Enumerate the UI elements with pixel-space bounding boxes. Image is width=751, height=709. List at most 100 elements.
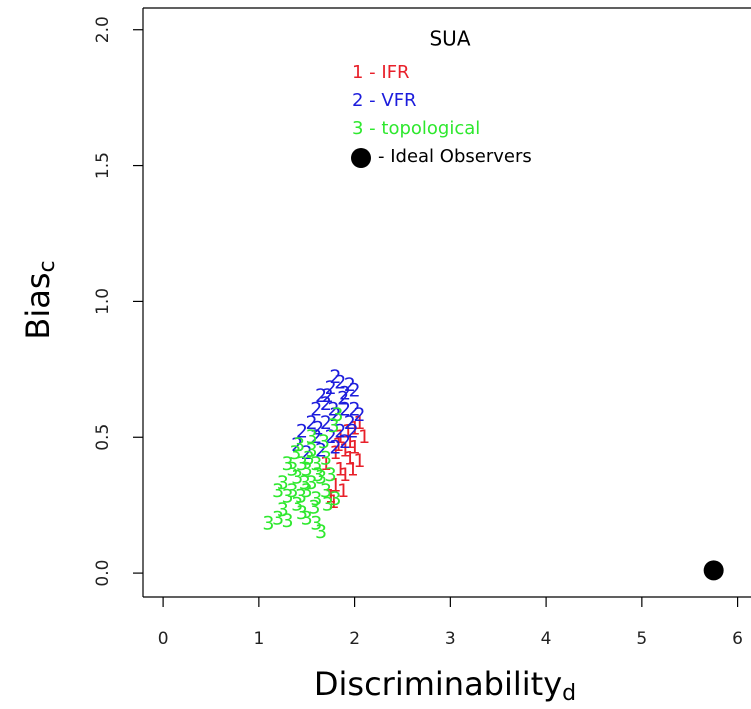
point: 2 xyxy=(310,426,322,448)
point: 3 xyxy=(293,434,305,456)
point: 1 xyxy=(349,437,361,459)
point: 1 xyxy=(339,439,351,461)
point: 3 xyxy=(315,521,327,543)
point: 3 xyxy=(331,404,343,426)
point: 3 xyxy=(308,496,320,518)
point: 3 xyxy=(301,480,313,502)
point: 3 xyxy=(282,486,294,508)
point: 1 xyxy=(342,420,354,442)
point: 3 xyxy=(282,510,294,532)
legend-label: - Ideal Observers xyxy=(378,146,532,167)
point: 1 xyxy=(337,480,349,502)
point: 2 xyxy=(296,420,308,442)
point: 3 xyxy=(305,439,317,461)
point: 1 xyxy=(344,447,356,469)
point: 2 xyxy=(339,382,351,404)
point: 1 xyxy=(334,426,346,448)
point: 2 xyxy=(334,420,346,442)
point: 1 xyxy=(344,431,356,453)
point: 2 xyxy=(344,412,356,434)
point: 3 xyxy=(310,453,322,475)
point: 2 xyxy=(325,377,337,399)
point: 3 xyxy=(286,480,298,502)
point: 2 xyxy=(327,399,339,421)
point: 2 xyxy=(301,442,313,464)
point: 2 xyxy=(337,388,349,410)
point: 3 xyxy=(295,486,307,508)
point: 3 xyxy=(320,480,332,502)
point: 2 xyxy=(347,420,359,442)
point: 3 xyxy=(315,467,327,489)
point: 1 xyxy=(353,450,365,472)
point: 2 xyxy=(334,371,346,393)
point: 1 xyxy=(327,491,339,513)
point: 2 xyxy=(329,437,341,459)
point: 1 xyxy=(347,458,359,480)
point: 2 xyxy=(291,434,303,456)
point: 1 xyxy=(325,486,337,508)
point: 3 xyxy=(296,453,308,475)
point: 3 xyxy=(296,502,308,524)
x-axis-label: Discriminabilityd xyxy=(314,665,576,706)
x-tick-label: 3 xyxy=(445,629,456,649)
legend-symbol xyxy=(351,148,371,168)
legend-label: 1 - IFR xyxy=(352,62,410,83)
point: 2 xyxy=(349,380,361,402)
point: 2 xyxy=(325,426,337,448)
y-tick-label: 1.5 xyxy=(93,152,113,179)
point: 1 xyxy=(329,442,341,464)
point: 3 xyxy=(329,488,341,510)
legend-label: 2 - VFR xyxy=(352,90,417,111)
point: 2 xyxy=(329,404,341,426)
point: 2 xyxy=(349,399,361,421)
x-tick-label: 1 xyxy=(253,629,264,649)
point: 1 xyxy=(358,426,370,448)
point: 2 xyxy=(339,431,351,453)
point: 3 xyxy=(291,467,303,489)
point: 3 xyxy=(301,458,313,480)
x-label-sub: d xyxy=(562,681,576,706)
point: 1 xyxy=(332,434,344,456)
point: 3 xyxy=(272,480,284,502)
point: 2 xyxy=(320,393,332,415)
point xyxy=(703,560,724,581)
point: 3 xyxy=(286,458,298,480)
point: 2 xyxy=(339,399,351,421)
point: 3 xyxy=(322,494,334,516)
point: 2 xyxy=(315,439,327,461)
point: 3 xyxy=(312,464,324,486)
point: 1 xyxy=(339,464,351,486)
point: 3 xyxy=(310,513,322,535)
point: 3 xyxy=(310,488,322,510)
point: 2 xyxy=(312,418,324,440)
point: 2 xyxy=(322,385,334,407)
y-axis-label: Biasc xyxy=(19,260,60,339)
point: 3 xyxy=(327,415,339,437)
point: 3 xyxy=(318,431,330,453)
y-tick-label: 1.0 xyxy=(93,288,113,315)
point: 3 xyxy=(272,507,284,529)
point: 3 xyxy=(282,453,294,475)
x-tick-label: 0 xyxy=(158,629,169,649)
point: 3 xyxy=(262,513,274,535)
y-tick-label: 0.0 xyxy=(93,560,113,587)
point: 3 xyxy=(289,442,301,464)
point: 3 xyxy=(305,426,317,448)
point: 3 xyxy=(320,447,332,469)
point: 1 xyxy=(329,475,341,497)
x-tick-label: 5 xyxy=(636,629,647,649)
point: 2 xyxy=(353,404,365,426)
x-tick-label: 4 xyxy=(541,629,552,649)
legend-label: 3 - topological xyxy=(352,118,480,139)
point: 1 xyxy=(353,412,365,434)
point: 1 xyxy=(320,453,332,475)
y-label-sub: c xyxy=(35,260,60,272)
point: 3 xyxy=(303,447,315,469)
point: 3 xyxy=(299,472,311,494)
x-tick-label: 2 xyxy=(349,629,360,649)
point: 1 xyxy=(349,418,361,440)
point: 3 xyxy=(277,472,289,494)
point: 2 xyxy=(315,385,327,407)
point: 1 xyxy=(334,458,346,480)
